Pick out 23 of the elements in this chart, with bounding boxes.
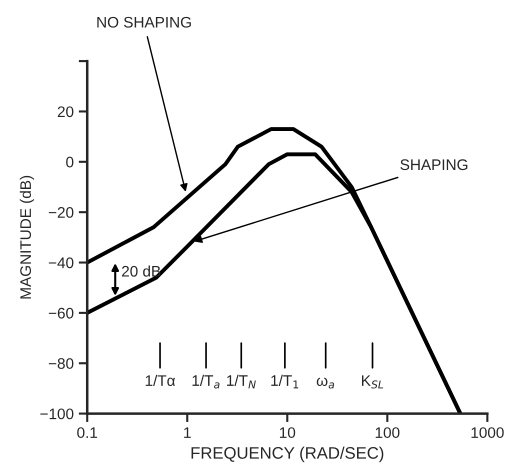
y-tick-label: −20 <box>48 207 74 218</box>
annotation: SHAPING <box>400 159 468 170</box>
annotation: 20 dB <box>122 265 160 277</box>
annotation: NO SHAPING <box>97 16 191 28</box>
annotation: 1/T$_{1}$ <box>271 374 298 388</box>
x-tick-label: 100 <box>376 427 400 438</box>
x-tick-label: 10 <box>280 427 296 438</box>
x-tick-label: 1 <box>184 427 191 438</box>
y-tick-label: −80 <box>48 358 74 369</box>
y-tick-label: 20 <box>58 106 74 118</box>
x-tick-label: 0.1 <box>77 427 98 438</box>
x-tick-label: 1000 <box>472 427 504 438</box>
annotation: 1/T$_{N}$ <box>227 374 256 388</box>
y-tick-label: −100 <box>40 408 74 420</box>
x-axis-title: FREQUENCY (RAD/SEC) <box>192 446 384 462</box>
y-tick-label: 0 <box>66 156 74 168</box>
annotation: ω$_{a}$ <box>316 378 334 389</box>
y-tick-label: −60 <box>48 308 74 319</box>
annotation: 1/T$_{a}$ <box>192 374 220 388</box>
y-axis-title: MAGNITUDE (dB) <box>20 176 34 298</box>
annotation: K$_{SL}$ <box>362 375 384 389</box>
y-tick-label: −40 <box>48 257 74 268</box>
annotation: 1/Tα <box>146 374 176 386</box>
